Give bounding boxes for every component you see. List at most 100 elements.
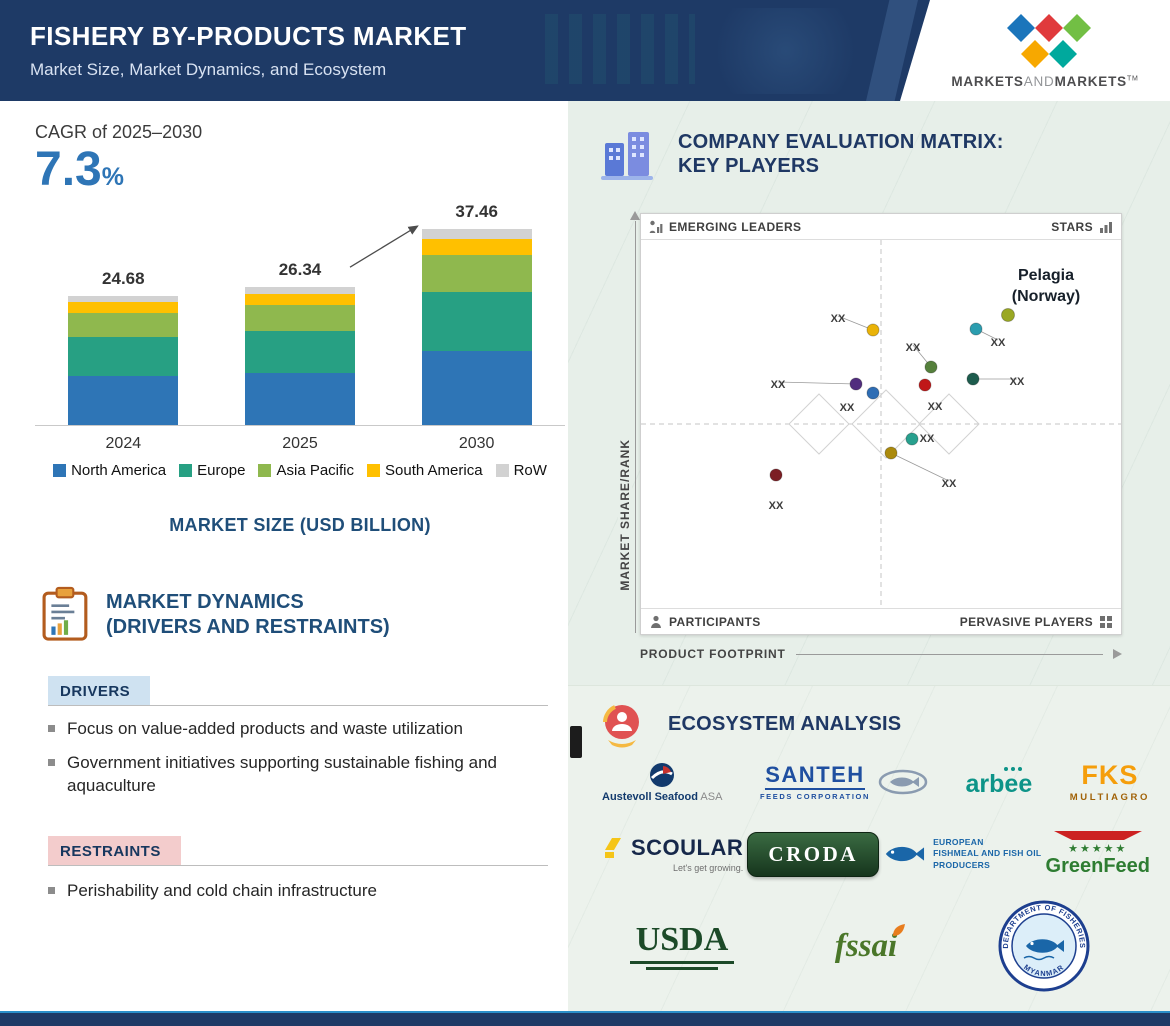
bar-2030-north-america — [421, 350, 532, 425]
greenfeed-hull-icon — [1053, 831, 1142, 840]
page-title: FISHERY BY-PRODUCTS MARKET — [30, 21, 467, 51]
matrix-bottom-strip: PARTICIPANTS PERVASIVE PLAYERS — [641, 608, 1121, 634]
ecosystem-panel: ECOSYSTEM ANALYSIS Austevoll Seafood ASA — [568, 685, 1170, 1011]
legend-label: North America — [71, 462, 167, 479]
quadrant-label-pervasive-players: PERVASIVE PLAYERS — [959, 614, 1093, 629]
austevoll-suffix: ASA — [697, 790, 723, 803]
legend-item-europe: Europe — [179, 462, 245, 479]
marketsandmarkets-logo-icon — [1007, 14, 1091, 68]
logo-arbee: arbee — [965, 767, 1033, 798]
driver-item: Focus on value-added products and waste … — [48, 718, 553, 741]
svg-text:XX: XX — [840, 402, 855, 414]
chart-caption: MARKET SIZE (USD BILLION) — [169, 515, 431, 535]
logo-scoular: SCOULAR Let's get growing. — [602, 836, 743, 873]
logo-row-1: Austevoll Seafood ASA SANTEH FEEDS CORPO… — [602, 750, 1150, 814]
buildings-icon — [601, 132, 653, 180]
y-axis-line — [635, 221, 636, 633]
bar-2030-south-america — [421, 239, 532, 255]
santeh-name: SANTEH — [765, 763, 865, 790]
restraints-tag: RESTRAINTS — [48, 836, 181, 866]
logo-usda: USDA — [630, 920, 734, 970]
arbee-name: arbee — [965, 770, 1033, 798]
legend-swatch — [53, 464, 67, 477]
driver-item: Government initiatives supporting sustai… — [48, 752, 553, 798]
logo-row-3: USDA fssai — [602, 894, 1150, 998]
ecosystem-icon — [603, 705, 639, 748]
company-evaluation-panel: COMPANY EVALUATION MATRIX: KEY PLAYERS M… — [568, 101, 1170, 685]
chart-legend: North America Europe Asia Pacific South Ame… — [35, 462, 565, 479]
bullet-icon — [48, 725, 55, 732]
effop-line2: FISHMEAL AND FISH OIL — [933, 848, 1042, 859]
svg-text:XX: XX — [991, 337, 1006, 349]
bar-2024-north-america — [68, 375, 179, 425]
bar-chart-icon — [1100, 221, 1112, 233]
stars-group: STARS — [1051, 220, 1113, 234]
total-label-2025: 26.34 — [278, 260, 322, 280]
svg-text:XX: XX — [771, 379, 786, 391]
effop-text: EUROPEAN FISHMEAL AND FISH OIL PRODUCERS — [933, 837, 1041, 871]
legend-label: Asia Pacific — [276, 462, 355, 479]
legend-swatch — [179, 464, 193, 477]
logo-croda: CRODA — [747, 831, 879, 877]
x-axis-row: PRODUCT FOOTPRINT — [640, 647, 1122, 661]
footer-bar — [0, 1011, 1170, 1026]
drivers-tag: DRIVERS — [48, 676, 151, 706]
svg-text:XX: XX — [831, 313, 846, 325]
logo-effop: EUROPEAN FISHMEAL AND FISH OIL PRODUCERS — [883, 837, 1041, 871]
bar-2025-north-america — [245, 372, 355, 425]
scoular-icon — [605, 837, 621, 858]
person-badge-icon — [570, 726, 582, 758]
market-dynamics-title: MARKET DYNAMICS (DRIVERS AND RESTRAINTS) — [106, 586, 390, 640]
logo-part2: AND — [1023, 74, 1055, 89]
logo-part1: MARKETS — [951, 74, 1024, 89]
page-subtitle: Market Size, Market Dynamics, and Ecosys… — [30, 60, 387, 79]
driver-text: Focus on value-added products and waste … — [67, 719, 463, 738]
chart-baseline — [35, 425, 565, 426]
person-icon — [651, 615, 661, 628]
legend-swatch — [495, 464, 509, 477]
matrix-panel-header: COMPANY EVALUATION MATRIX: KEY PLAYERS — [598, 127, 1004, 181]
greenfeed-name: GreenFeed — [1045, 855, 1150, 877]
legend-swatch — [367, 464, 381, 477]
effop-line3: PRODUCERS — [933, 859, 991, 870]
puzzle-icon — [1100, 615, 1112, 628]
logo-part3: MARKETS — [1054, 74, 1127, 89]
greenfeed-stars: ★★★★★ — [1068, 843, 1128, 855]
effop-line1: EUROPEAN — [933, 836, 984, 847]
fks-name: FKS — [1081, 759, 1139, 790]
category-label-2025: 2025 — [282, 435, 318, 452]
bar-2025-asia-pacific — [245, 305, 355, 332]
header-titles: FISHERY BY-PRODUCTS MARKET Market Size, … — [30, 21, 467, 80]
matrix-title-line2: KEY PLAYERS — [678, 155, 820, 177]
santeh-sub: FEEDS CORPORATION — [759, 791, 870, 801]
ecosystem-title: ECOSYSTEM ANALYSIS — [668, 713, 902, 735]
restraint-item: Perishability and cold chain infrastruct… — [48, 880, 553, 903]
matrix-plot: XX XX XX XX XX XX XX XX XX XX Pelagia (Norway) — [641, 240, 1121, 608]
svg-text:XX: XX — [942, 478, 957, 490]
bar-chart: 24.68 2024 26.34 2025 37.46 2030 — [35, 198, 565, 466]
usda-name: USDA — [635, 920, 729, 958]
dynamics-title-line2: (DRIVERS AND RESTRAINTS) — [106, 616, 390, 638]
total-label-2024: 24.68 — [102, 268, 145, 288]
ecosystem-logos: Austevoll Seafood ASA SANTEH FEEDS CORPO… — [602, 750, 1150, 998]
legend-label: South America — [385, 462, 483, 479]
category-label-2030: 2030 — [458, 435, 495, 452]
x-axis-line — [795, 653, 1103, 655]
drivers-tag-row: DRIVERS — [48, 676, 548, 706]
santeh-fish-icon — [878, 769, 928, 795]
bar-2024-south-america — [68, 302, 179, 313]
svg-text:Pelagia: Pelagia — [1018, 267, 1074, 284]
x-axis-arrow-icon — [1113, 649, 1122, 659]
restraints-list: Perishability and cold chain infrastruct… — [48, 880, 553, 914]
scoular-name: SCOULAR — [631, 834, 744, 860]
legend-item-asia-pacific: Asia Pacific — [258, 462, 354, 479]
emerging-leaders-group: EMERGING LEADERS — [649, 220, 801, 234]
pervasive-players-group: PERVASIVE PLAYERS — [960, 615, 1113, 629]
legend-item-north-america: North America — [53, 462, 166, 479]
matrix-scatter: XX XX XX XX XX XX XX XX XX XX Pelagia (Norway) — [641, 240, 1121, 608]
y-axis-label: MARKET SHARE/RANK — [618, 431, 632, 599]
y-axis-arrow-icon — [630, 211, 640, 220]
bar-2025-europe — [245, 331, 355, 373]
cagr-label: CAGR of 2025–2030 — [35, 122, 203, 142]
